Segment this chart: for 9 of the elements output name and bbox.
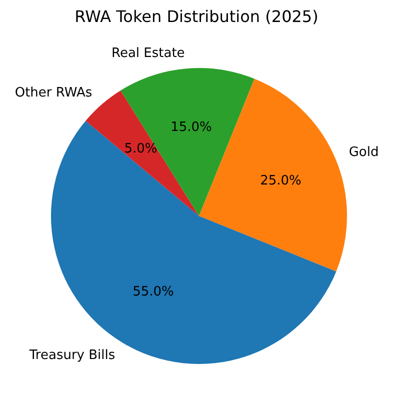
data-label: 25.0% [260, 174, 302, 189]
slice-label: Real Estate [112, 46, 185, 62]
data-label: 5.0% [124, 141, 158, 156]
data-label: 55.0% [132, 284, 174, 300]
data-label: 15.0% [170, 120, 212, 135]
slice-label: Other RWAs [14, 86, 92, 101]
slice-label: Gold [348, 144, 379, 160]
slice-label: Treasury Bills [28, 348, 116, 363]
chart-title: RWA Token Distribution (2025) [74, 7, 320, 26]
